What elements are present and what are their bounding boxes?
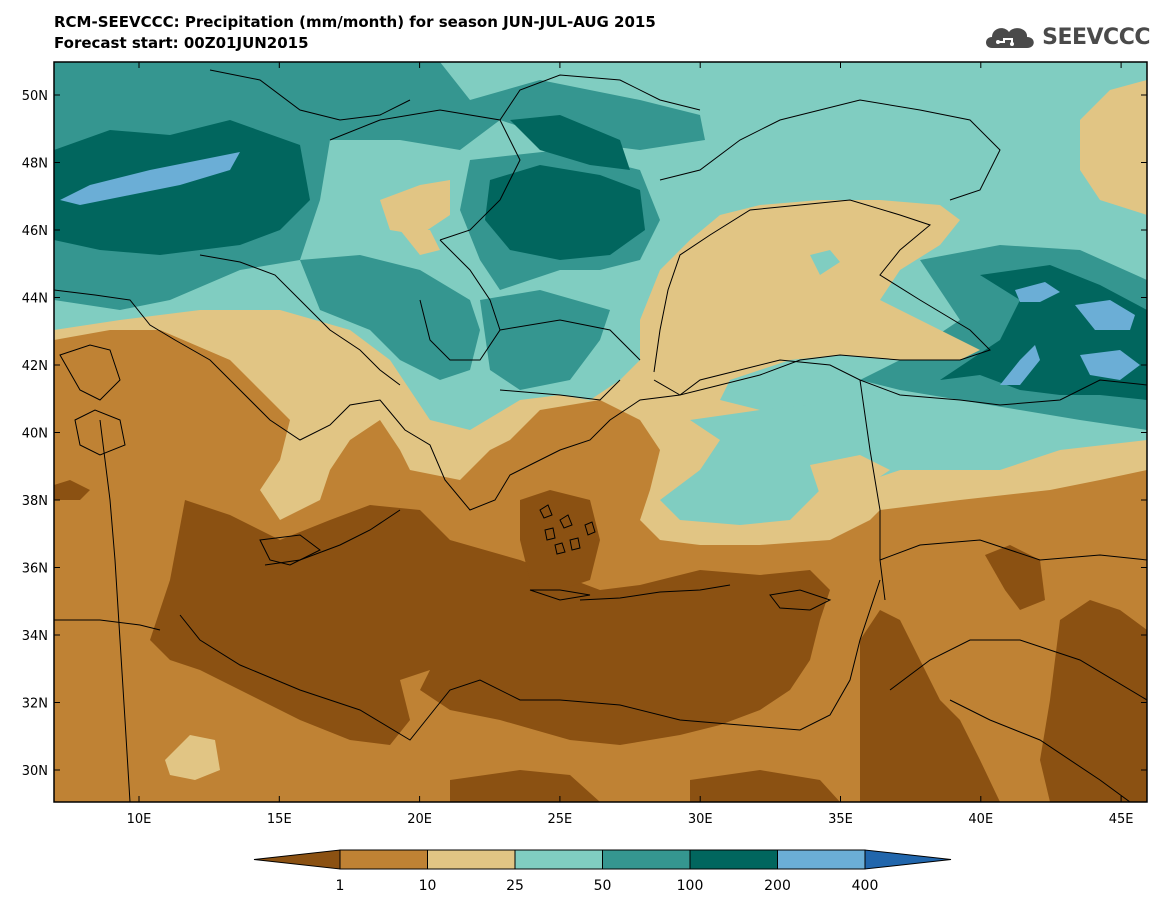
lat-label: 34N: [22, 629, 48, 644]
lat-label: 48N: [22, 157, 48, 172]
colorbar-label: 10: [419, 878, 437, 894]
colorbar: 1 10 25 50 100 200 400: [253, 849, 952, 894]
lon-label: 30E: [688, 812, 713, 827]
lon-label: 10E: [127, 812, 152, 827]
coastlines: [54, 69, 1147, 802]
cloud-icon: [986, 28, 1034, 48]
lat-label: 50N: [22, 89, 48, 104]
lon-label: 15E: [267, 812, 292, 827]
lon-label: 20E: [407, 812, 432, 827]
lat-label: 32N: [22, 697, 48, 712]
colorbar-label: 200: [764, 878, 791, 894]
colorbar-label: 25: [506, 878, 524, 894]
colorbar-label: 100: [677, 878, 704, 894]
lat-label: 38N: [22, 494, 48, 509]
colorbar-swatch: [689, 849, 778, 870]
lon-label: 45E: [1109, 812, 1134, 827]
precipitation-field: [54, 62, 1147, 802]
lat-label: 44N: [22, 292, 48, 307]
lat-label: 30N: [22, 764, 48, 779]
forecast-start: Forecast start: 00Z01JUN2015: [54, 34, 309, 52]
colorbar-label: 400: [852, 878, 879, 894]
longitude-axis: 10E 15E 20E 25E 30E 35E 40E 45E: [127, 62, 1134, 827]
lon-label: 25E: [548, 812, 573, 827]
colorbar-swatch: [514, 849, 603, 870]
colorbar-swatch: [777, 849, 866, 870]
aegean-islands: [539, 504, 596, 555]
seevccc-logo: SEEVCCC: [982, 22, 1150, 52]
colorbar-swatch: [427, 849, 516, 870]
lat-label: 40N: [22, 427, 48, 442]
lat-label: 42N: [22, 359, 48, 374]
lon-label: 40E: [968, 812, 993, 827]
lat-label: 36N: [22, 562, 48, 577]
colorbar-label: 1: [336, 878, 345, 894]
colorbar-swatch: [339, 849, 428, 870]
colorbar-swatch: [253, 849, 341, 870]
lon-label: 35E: [828, 812, 853, 827]
colorbar-swatch: [602, 849, 691, 870]
map-title: RCM-SEEVCCC: Precipitation (mm/month) fo…: [54, 13, 656, 31]
lat-label: 46N: [22, 224, 48, 239]
colorbar-swatch: [864, 849, 952, 870]
latitude-axis: 50N 48N 46N 44N 42N 40N 38N 36N 34N 32N 30N: [22, 89, 1147, 779]
logo-text: SEEVCCC: [1042, 24, 1150, 50]
colorbar-label: 50: [594, 878, 612, 894]
